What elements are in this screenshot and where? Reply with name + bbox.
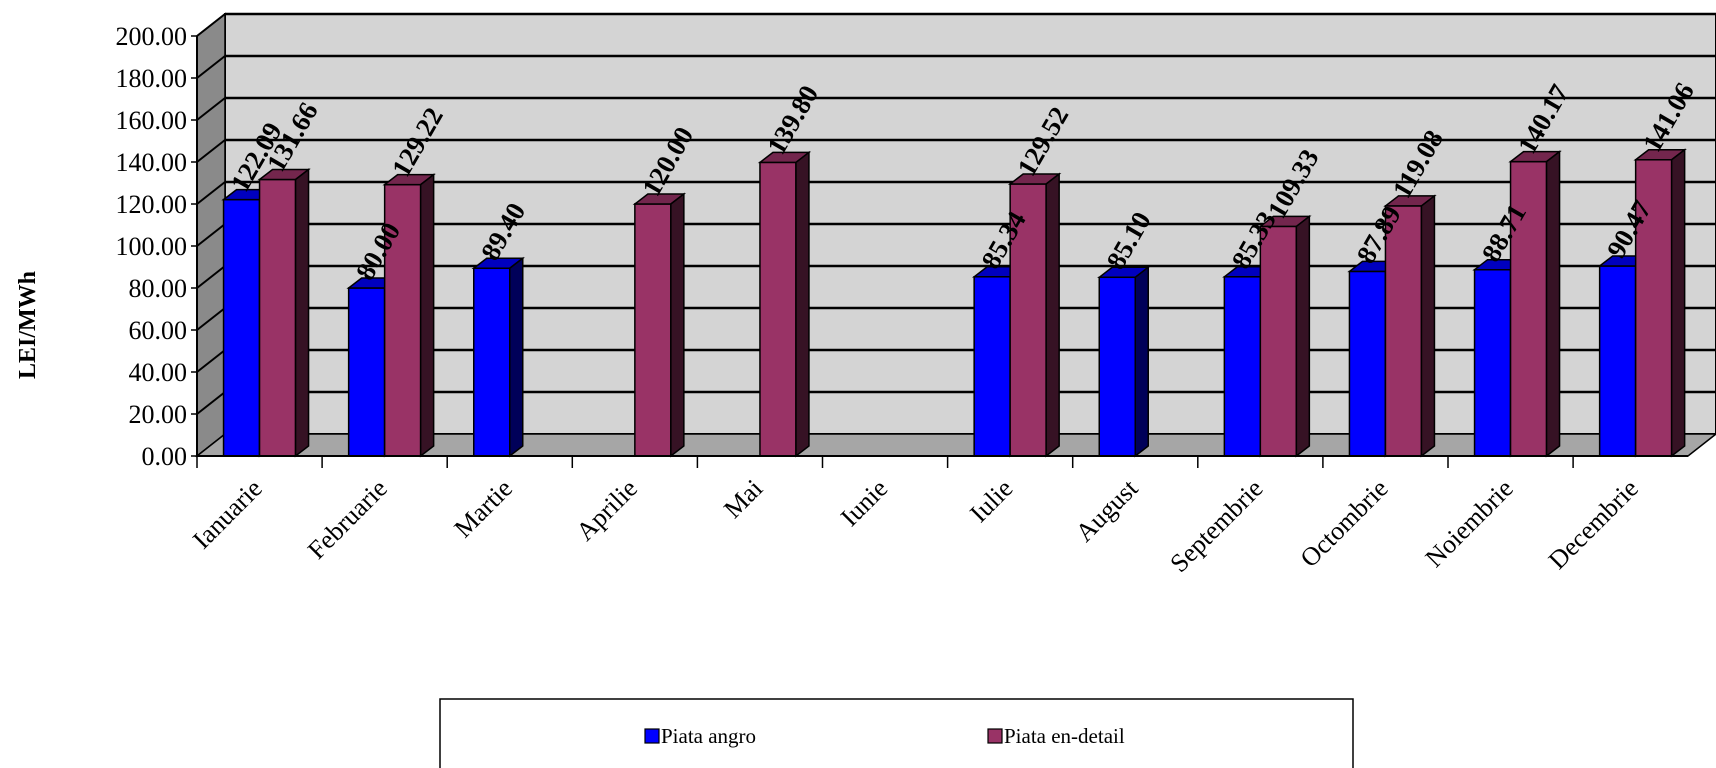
y-tick-label: 200.00 <box>116 22 188 51</box>
bar <box>258 178 297 457</box>
x-category-label: Octombrie <box>1295 474 1394 573</box>
bar-side <box>1295 214 1311 458</box>
y-tick-label: 160.00 <box>116 106 188 135</box>
gridline-side <box>196 181 226 205</box>
x-category-label: Aprilie <box>571 474 644 547</box>
bar <box>347 287 386 457</box>
bar <box>1098 276 1136 457</box>
gridline-side <box>196 13 226 37</box>
legend-swatch-angro <box>644 728 660 744</box>
bar-side <box>670 192 685 458</box>
gridline-side <box>196 223 226 247</box>
legend-label-en-detail: Piata en-detail <box>1004 724 1125 748</box>
gridline-side <box>196 55 226 79</box>
bar-side <box>1670 148 1686 458</box>
y-tick-label: 100.00 <box>116 232 188 261</box>
y-tick-label: 80.00 <box>129 274 188 303</box>
bar-side <box>795 150 810 458</box>
bar-side <box>1420 194 1436 458</box>
y-tick-labels: 0.00 20.00 40.00 60.00 80.00 100.00 120.00 140.… <box>116 22 197 471</box>
y-tick-label: 20.00 <box>129 400 188 429</box>
y-tick-label: 0.00 <box>142 442 188 471</box>
bar <box>1259 225 1298 457</box>
gridline-side <box>196 265 226 289</box>
x-category-label: Iunie <box>835 474 893 532</box>
x-category-labels: Ianuarie Februarie Martie Aprilie Mai Iunie Iu… <box>187 473 1644 578</box>
bar-side <box>1134 265 1149 458</box>
bar-side <box>1545 150 1561 458</box>
bar <box>634 203 672 457</box>
x-category-label: August <box>1070 473 1144 547</box>
bar <box>973 276 1011 457</box>
bar <box>1473 268 1512 457</box>
bar-side <box>1045 172 1060 458</box>
x-category-label: Decembrie <box>1543 474 1644 575</box>
y-tick-label: 40.00 <box>129 358 188 387</box>
legend: Piata angro Piata en-detail <box>439 698 1354 768</box>
bar <box>759 161 797 457</box>
bar-side <box>294 167 310 458</box>
y-tick-label: 60.00 <box>129 316 188 345</box>
bar <box>1509 160 1548 457</box>
legend-swatch-en-detail <box>987 728 1003 744</box>
legend-box <box>439 698 1354 768</box>
y-axis-title: LEI/MWh <box>15 271 41 379</box>
y-tick-label: 140.00 <box>116 148 188 177</box>
bar <box>1223 276 1262 457</box>
y-tick-label: 120.00 <box>116 190 188 219</box>
y-tick-label: 180.00 <box>116 64 188 93</box>
bar <box>473 267 511 457</box>
gridline-side <box>196 139 226 163</box>
legend-label-angro: Piata angro <box>661 724 756 748</box>
bar <box>222 198 261 457</box>
gridline-side <box>196 307 226 331</box>
x-category-label: Februarie <box>302 474 393 565</box>
bar <box>1598 265 1637 457</box>
bar <box>1348 270 1387 457</box>
x-category-label: Mai <box>718 474 768 524</box>
x-category-label: Noiembrie <box>1420 474 1519 573</box>
x-category-label: Septembrie <box>1164 474 1268 578</box>
x-category-label: Ianuarie <box>187 474 268 555</box>
x-category-label: Iulie <box>964 474 1018 528</box>
gridline-side <box>196 349 226 373</box>
gridline-side <box>196 391 226 415</box>
gridline-side <box>196 97 226 121</box>
x-category-label: Martie <box>448 474 518 544</box>
bar-side <box>419 173 435 458</box>
bar-side <box>509 256 524 458</box>
